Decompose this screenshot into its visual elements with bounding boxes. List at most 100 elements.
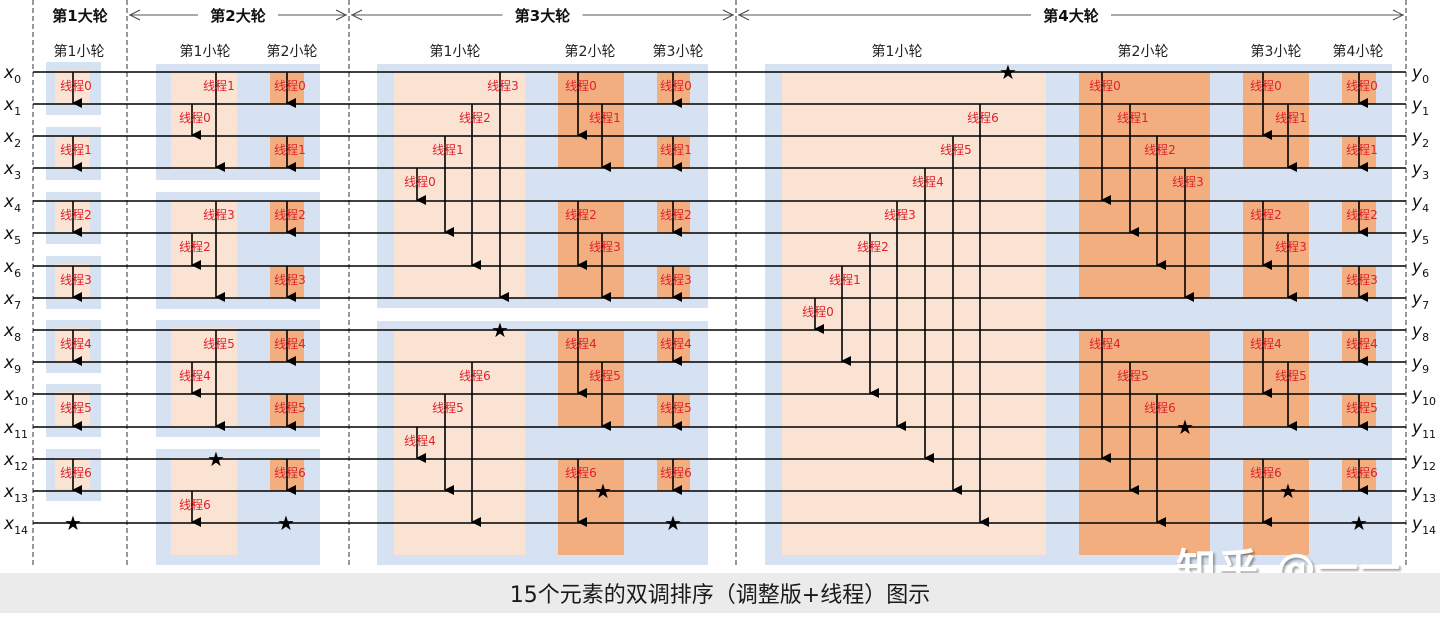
thread-label: 线程2 (274, 207, 306, 222)
input-label: x8 (3, 321, 21, 344)
caption-bar: 15个元素的双调排序（调整版+线程）图示 (0, 573, 1440, 613)
sorting-network: 线程0线程1线程2线程3线程4线程5线程6★线程1线程0线程3线程2线程5线程4… (3, 0, 1436, 566)
io-labels: x0 y0 x1 y1 x2 y2 x3 y3 x4 y4 x5 y5 x6 y6 x7 y7 x8 y8 x9 y9… (3, 63, 1436, 537)
thread-label: 线程4 (1089, 336, 1121, 351)
output-label: y12 (1411, 450, 1436, 473)
thread-label: 线程2 (60, 207, 92, 222)
thread-label: 线程1 (660, 142, 692, 157)
input-label: x11 (3, 418, 28, 441)
thread-label: 线程1 (1117, 110, 1149, 125)
output-label: y1 (1411, 95, 1429, 118)
thread-label: 线程4 (274, 336, 306, 351)
thread-label: 线程4 (179, 368, 211, 383)
thread-label: 线程0 (60, 78, 92, 93)
thread-label: 线程3 (203, 207, 235, 222)
thread-label: 线程5 (274, 400, 306, 415)
star-icon: ★ (1176, 415, 1194, 439)
output-label: y2 (1411, 127, 1429, 150)
small-round-label: 第2小轮 (267, 43, 318, 60)
merge-box (1243, 330, 1309, 427)
star-icon: ★ (64, 511, 82, 535)
thread-label: 线程6 (179, 497, 211, 512)
thread-label: 线程0 (179, 110, 211, 125)
figure-caption: 15个元素的双调排序（调整版+线程）图示 (509, 583, 931, 608)
star-icon: ★ (664, 511, 682, 535)
thread-label: 线程0 (565, 78, 597, 93)
output-label: y11 (1411, 418, 1436, 441)
input-label: x3 (3, 159, 21, 182)
compare-box (171, 457, 237, 555)
output-label: y13 (1411, 482, 1436, 505)
star-icon: ★ (1350, 511, 1368, 535)
thread-label: 线程1 (432, 142, 464, 157)
thread-label: 线程3 (274, 272, 306, 287)
thread-label: 线程0 (660, 78, 692, 93)
small-round-label: 第4小轮 (1333, 43, 1384, 60)
thread-label: 线程5 (432, 400, 464, 415)
thread-label: 线程6 (1144, 400, 1176, 415)
thread-label: 线程1 (60, 142, 92, 157)
thread-label: 线程3 (1172, 174, 1204, 189)
thread-label: 线程5 (1346, 400, 1378, 415)
thread-label: 线程2 (857, 239, 889, 254)
merge-box (1243, 72, 1309, 168)
thread-label: 线程2 (660, 207, 692, 222)
thread-label: 线程3 (660, 272, 692, 287)
thread-label: 线程3 (884, 207, 916, 222)
thread-label: 线程2 (459, 110, 491, 125)
big-round-label: 第2大轮 (210, 7, 265, 25)
thread-label: 线程6 (1346, 465, 1378, 480)
thread-label: 线程0 (404, 174, 436, 189)
star-icon: ★ (277, 511, 295, 535)
output-label: y8 (1411, 321, 1429, 344)
thread-label: 线程6 (967, 110, 999, 125)
merge-box (1243, 201, 1309, 298)
thread-label: 线程4 (565, 336, 597, 351)
thread-label: 线程1 (589, 110, 621, 125)
merge-box (1079, 330, 1210, 555)
thread-label: 线程5 (203, 336, 235, 351)
thread-label: 线程5 (940, 142, 972, 157)
merge-box (558, 72, 624, 168)
thread-label: 线程6 (660, 465, 692, 480)
thread-label: 线程1 (203, 78, 235, 93)
small-round-label: 第2小轮 (565, 43, 616, 60)
input-label: x0 (3, 63, 21, 86)
thread-label: 线程5 (660, 400, 692, 415)
merge-box (558, 330, 624, 427)
thread-label: 线程2 (1144, 142, 1176, 157)
output-label: y10 (1411, 385, 1436, 408)
thread-label: 线程6 (1250, 465, 1282, 480)
star-icon: ★ (594, 479, 612, 503)
thread-label: 线程0 (274, 78, 306, 93)
small-round-label: 第1小轮 (430, 43, 481, 60)
thread-label: 线程6 (459, 368, 491, 383)
merge-box (1243, 459, 1309, 555)
thread-label: 线程4 (1346, 336, 1378, 351)
star-icon: ★ (1279, 479, 1297, 503)
thread-label: 线程6 (60, 465, 92, 480)
output-label: y3 (1411, 159, 1429, 182)
input-label: x13 (3, 482, 28, 505)
compare-box (171, 200, 237, 299)
thread-label: 线程2 (1346, 207, 1378, 222)
star-icon: ★ (999, 60, 1017, 84)
thread-label: 线程4 (660, 336, 692, 351)
input-label: x1 (3, 95, 21, 118)
input-label: x7 (3, 289, 21, 312)
star-icon: ★ (207, 447, 225, 471)
small-round-label: 第1小轮 (872, 43, 923, 60)
input-label: x10 (3, 385, 28, 408)
thread-label: 线程1 (1275, 110, 1307, 125)
thread-label: 线程3 (589, 239, 621, 254)
thread-label: 线程0 (1346, 78, 1378, 93)
thread-label: 线程5 (589, 368, 621, 383)
thread-label: 线程3 (1346, 272, 1378, 287)
thread-label: 线程2 (565, 207, 597, 222)
merge-box (558, 201, 624, 298)
output-label: y0 (1411, 63, 1429, 86)
input-label: x6 (3, 257, 21, 280)
input-label: x9 (3, 353, 21, 376)
